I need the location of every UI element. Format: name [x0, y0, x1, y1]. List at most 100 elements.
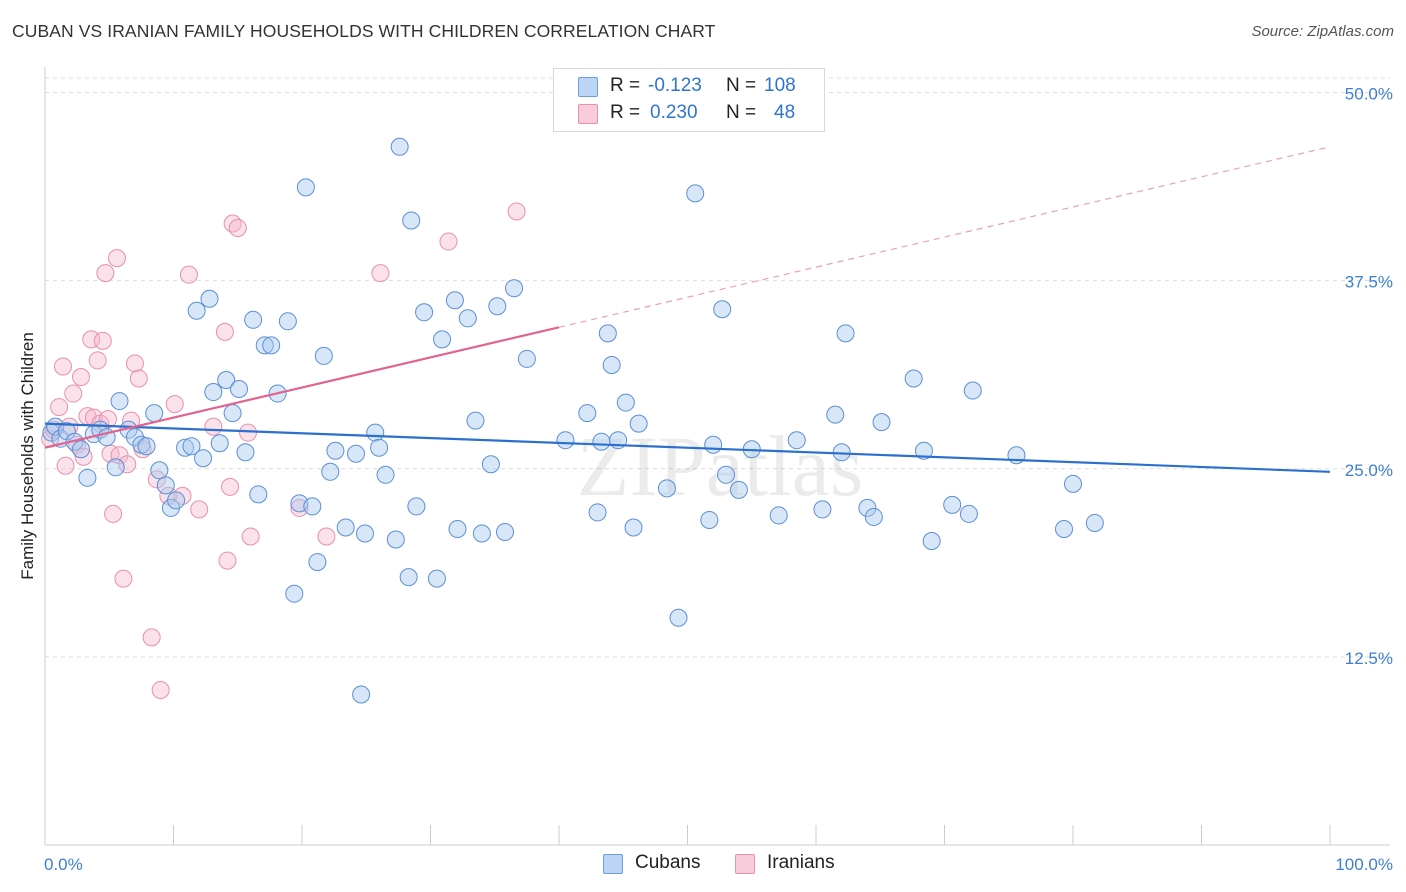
cubans-swatch	[578, 77, 598, 97]
iranians-point	[125, 354, 144, 373]
y-tick-label: 12.5%	[1345, 649, 1393, 668]
cubans-point	[624, 518, 643, 537]
cubans-point	[106, 458, 125, 477]
iranians-point	[228, 219, 247, 238]
cubans-point	[402, 211, 421, 230]
cubans-point	[427, 569, 446, 588]
cubans-point	[156, 476, 175, 495]
cubans-point	[217, 371, 236, 389]
cubans-point	[769, 506, 788, 525]
cubans-point	[616, 393, 635, 412]
cubans-point	[1055, 519, 1074, 538]
iranians-point	[290, 498, 309, 517]
cubans-point	[496, 522, 515, 541]
iranians-points	[41, 202, 526, 699]
iranians-point	[317, 527, 336, 546]
r-value: 0.230	[650, 102, 698, 123]
cubans-point	[657, 479, 676, 498]
cubans-point	[787, 431, 806, 450]
cubans-point	[864, 507, 883, 526]
legend-label: Cubans	[635, 852, 701, 873]
cubans-point	[488, 297, 507, 316]
legend-label: Iranians	[767, 852, 835, 873]
cubans-point	[46, 417, 65, 436]
cubans-point	[448, 519, 467, 538]
cubans-point	[376, 465, 395, 484]
iranians-point	[98, 410, 117, 429]
iranians-point	[71, 367, 90, 386]
cubans-point	[137, 437, 156, 456]
cubans-point	[914, 441, 933, 460]
iranians-trend-extension	[558, 146, 1331, 328]
iranians-point	[88, 351, 107, 370]
cubans-point	[150, 461, 169, 480]
cubans-point	[466, 411, 485, 430]
cubans-point	[285, 584, 304, 603]
cubans-point	[145, 404, 164, 423]
cubans-point	[255, 336, 274, 355]
cubans-point	[167, 491, 186, 510]
cubans-point	[556, 431, 575, 450]
iranians-trend-line	[44, 326, 560, 449]
cubans-point	[57, 422, 76, 441]
cubans-point	[399, 568, 418, 587]
cubans-point	[713, 300, 732, 319]
iranians-point	[110, 446, 129, 465]
cubans-point	[729, 480, 748, 499]
iranians-point	[165, 395, 184, 414]
iranians-point	[53, 357, 72, 376]
n-value: 108	[764, 75, 796, 96]
trend-lines	[44, 146, 1331, 473]
iranians-point	[221, 477, 240, 496]
cubans-trend-line	[44, 422, 1331, 473]
cubans-point	[481, 455, 500, 474]
iranians-point	[190, 500, 209, 519]
cubans-point	[386, 530, 405, 549]
iranians-legend-swatch	[735, 854, 755, 874]
cubans-legend-swatch	[603, 854, 623, 874]
cubans-point	[71, 440, 90, 459]
cubans-point	[223, 404, 242, 423]
cubans-point	[872, 413, 891, 432]
r-label: R =	[610, 75, 641, 96]
cubans-point	[1064, 474, 1082, 493]
iranians-point	[218, 551, 237, 570]
cubans-point	[176, 438, 195, 457]
cubans-point	[210, 434, 229, 453]
cubans-point	[262, 336, 281, 355]
cubans-point	[717, 465, 736, 484]
cubans-point	[370, 438, 389, 457]
cubans-point	[204, 383, 223, 402]
iranians-point	[74, 447, 93, 466]
iranians-point	[44, 420, 63, 439]
chart-title: CUBAN VS IRANIAN FAMILY HOUSEHOLDS WITH …	[12, 21, 716, 41]
cubans-point	[592, 432, 611, 451]
cubans-point	[182, 437, 201, 456]
x-tick-label: 0.0%	[44, 855, 83, 874]
iranians-point	[129, 369, 148, 388]
cubans-point	[355, 524, 374, 543]
cubans-point	[296, 178, 315, 197]
x-tick-label: 100.0%	[1335, 855, 1393, 874]
iranians-point	[50, 398, 69, 417]
cubans-point	[858, 498, 877, 517]
cubans-point	[505, 279, 524, 298]
cubans-point	[321, 462, 340, 481]
axes	[44, 67, 1390, 846]
cubans-point	[669, 608, 688, 627]
iranians-point	[371, 264, 390, 283]
cubans-point	[366, 423, 385, 442]
iranians-point	[179, 265, 198, 284]
cubans-point	[1085, 513, 1104, 532]
cubans-point	[236, 443, 255, 462]
cubans-point	[433, 330, 452, 349]
iranians-point	[239, 423, 258, 442]
cubans-point	[308, 553, 327, 572]
cubans-point	[602, 355, 621, 374]
iranians-point	[107, 249, 126, 268]
cubans-point	[458, 309, 477, 328]
iranians-point	[118, 455, 137, 474]
source-label: Source: ZipAtlas.com	[1251, 23, 1394, 40]
cubans-point	[598, 324, 617, 343]
